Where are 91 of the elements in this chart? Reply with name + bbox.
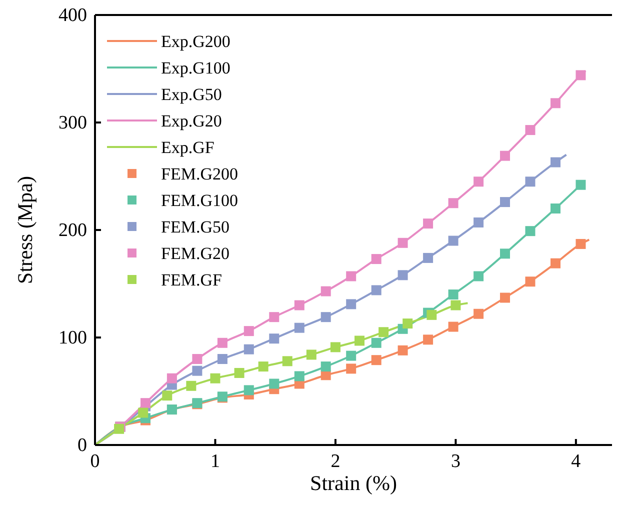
point (282, 356, 292, 366)
point (398, 238, 408, 248)
point (450, 300, 461, 310)
point (192, 354, 202, 364)
point (330, 342, 340, 352)
legend-label: FEM.GF (161, 270, 222, 290)
y-tick-label: 200 (58, 220, 87, 241)
point (234, 368, 244, 378)
point (576, 70, 586, 80)
legend-label: FEM.G100 (161, 191, 238, 210)
point (244, 326, 254, 336)
point (423, 252, 434, 263)
point (448, 198, 458, 208)
x-tick-label: 4 (571, 451, 582, 472)
point (306, 350, 316, 360)
legend-label: FEM.G200 (161, 164, 238, 184)
point (550, 258, 560, 268)
point (371, 254, 382, 264)
legend-label: Exp.G50 (161, 85, 222, 104)
point (448, 322, 458, 332)
point (448, 236, 458, 246)
point (398, 270, 408, 280)
point (269, 378, 280, 389)
point (398, 345, 408, 356)
point (320, 286, 331, 296)
point (525, 176, 536, 187)
point (402, 318, 413, 329)
x-tick-label: 0 (90, 451, 100, 472)
point (217, 354, 228, 364)
point (525, 125, 536, 136)
point (244, 344, 254, 354)
point (217, 338, 228, 348)
x-tick-label: 1 (210, 451, 220, 472)
point (576, 180, 586, 190)
y-axis-title: Stress (Mpa) (13, 176, 37, 284)
point (500, 292, 510, 303)
point (500, 150, 510, 161)
point (269, 312, 280, 322)
legend-label: Exp.GF (161, 138, 214, 157)
point (474, 176, 484, 187)
y-tick-label: 0 (78, 435, 87, 456)
point (346, 364, 356, 374)
point (162, 390, 172, 401)
point (500, 248, 510, 259)
point (140, 398, 150, 408)
legend-label: Exp.G20 (161, 112, 222, 130)
point (371, 338, 382, 348)
x-tick-label: 3 (450, 451, 460, 472)
point (294, 322, 304, 333)
point (371, 355, 382, 366)
point (346, 299, 356, 310)
point (423, 334, 434, 345)
point (474, 217, 484, 228)
y-tick-label: 100 (58, 328, 87, 348)
point (371, 285, 382, 296)
point (186, 380, 196, 391)
point (550, 157, 560, 168)
point (354, 336, 365, 346)
point (210, 373, 220, 384)
point (346, 350, 356, 361)
x-axis-title: Strain (%) (310, 471, 397, 495)
legend-label: Exp.G200 (161, 32, 230, 51)
point (244, 385, 254, 396)
point (294, 300, 304, 310)
legend-label: FEM.G50 (161, 218, 230, 236)
y-tick-label: 400 (58, 5, 87, 26)
point (576, 238, 586, 249)
point (474, 271, 484, 282)
point (500, 197, 510, 208)
point (426, 310, 437, 320)
point (423, 218, 434, 229)
point (474, 308, 484, 319)
point (192, 366, 202, 376)
legend-label: Exp.G100 (161, 58, 230, 78)
point (258, 362, 268, 372)
x-tick-label: 2 (330, 451, 340, 472)
point (550, 204, 560, 214)
point (525, 226, 536, 236)
point (294, 371, 304, 382)
legend-label: FEM.G20 (161, 244, 230, 263)
point (166, 373, 177, 384)
point (320, 312, 331, 322)
y-tick-label: 300 (58, 112, 87, 134)
point (320, 362, 331, 372)
point (269, 334, 280, 344)
point (448, 290, 458, 300)
point (138, 408, 148, 418)
point (346, 271, 356, 282)
point (525, 276, 536, 287)
point (378, 327, 389, 338)
point (550, 98, 560, 108)
